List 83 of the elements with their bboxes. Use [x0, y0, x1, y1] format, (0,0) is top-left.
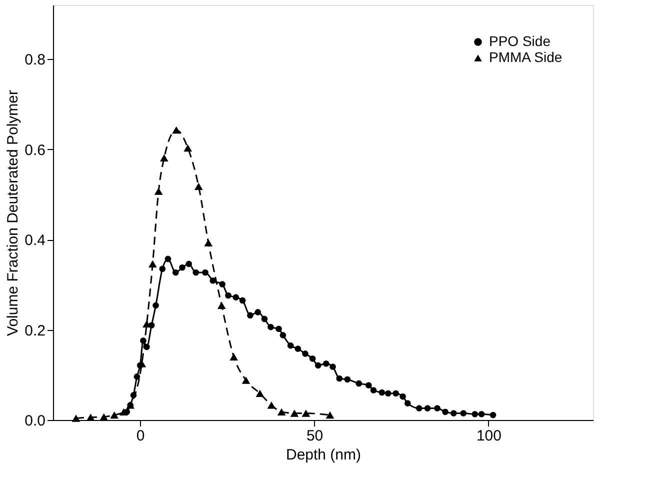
point	[442, 408, 448, 416]
y-tick-label: 0.4	[24, 232, 46, 250]
point	[416, 405, 422, 412]
point	[326, 411, 334, 419]
point	[72, 414, 80, 422]
point	[392, 390, 399, 397]
y-tick-label: 0.8	[24, 52, 46, 69]
point	[404, 400, 411, 406]
x-tick-label: 0	[136, 428, 145, 444]
point	[478, 410, 485, 418]
point	[365, 382, 372, 388]
point	[280, 332, 286, 338]
point	[302, 350, 308, 357]
point	[277, 408, 286, 416]
point	[219, 281, 226, 288]
point	[247, 312, 254, 319]
point	[138, 360, 146, 368]
point	[217, 302, 226, 310]
x-axis-title: Depth (nm)	[286, 446, 362, 464]
point	[302, 410, 310, 417]
point	[256, 390, 264, 398]
point	[242, 376, 250, 384]
point	[294, 346, 302, 352]
y-tick-label: 0.0	[24, 412, 46, 430]
point	[254, 309, 262, 316]
legend-label: PPO Side	[489, 33, 551, 49]
point	[130, 392, 137, 398]
y-tick-label: 0.6	[24, 142, 46, 159]
y-axis-title: Volume Fraction Deuterated Polymer	[4, 90, 22, 336]
point	[148, 260, 157, 268]
point	[192, 269, 199, 276]
point	[267, 401, 276, 409]
point	[100, 413, 108, 420]
point	[154, 188, 163, 195]
point	[276, 326, 282, 332]
point	[225, 292, 232, 299]
point	[472, 410, 478, 418]
point	[152, 302, 159, 309]
point	[202, 269, 208, 276]
point	[450, 410, 457, 416]
point	[120, 408, 128, 416]
point	[239, 297, 246, 304]
point	[370, 387, 377, 394]
point	[424, 405, 431, 412]
point	[309, 355, 316, 362]
point	[322, 360, 330, 367]
point	[160, 154, 168, 162]
point	[336, 375, 343, 382]
y-tick-label: 0.2	[24, 322, 46, 340]
point	[164, 256, 172, 262]
point	[268, 324, 274, 330]
point	[110, 411, 118, 419]
point	[204, 239, 213, 246]
point	[378, 389, 386, 396]
x-tick-label: 50	[306, 428, 324, 444]
point	[186, 260, 192, 268]
point	[232, 294, 240, 300]
point	[179, 264, 186, 271]
point	[460, 410, 467, 416]
legend-label: PMMA Side	[489, 49, 562, 65]
point	[134, 374, 140, 380]
point	[384, 390, 392, 397]
point	[210, 277, 216, 284]
point	[172, 269, 179, 276]
point	[184, 144, 192, 152]
point	[290, 410, 299, 417]
x-tick-label: 100	[476, 428, 502, 444]
point	[140, 337, 146, 344]
point	[287, 342, 294, 349]
point	[86, 414, 95, 421]
point	[314, 362, 322, 369]
point	[230, 353, 238, 360]
point	[344, 376, 351, 383]
point	[261, 316, 268, 322]
point	[400, 393, 406, 400]
point	[434, 405, 440, 412]
point	[172, 126, 181, 134]
point	[159, 266, 166, 272]
point	[356, 380, 362, 387]
point	[144, 344, 150, 350]
point	[490, 412, 496, 418]
point	[194, 182, 203, 190]
point	[330, 364, 336, 370]
